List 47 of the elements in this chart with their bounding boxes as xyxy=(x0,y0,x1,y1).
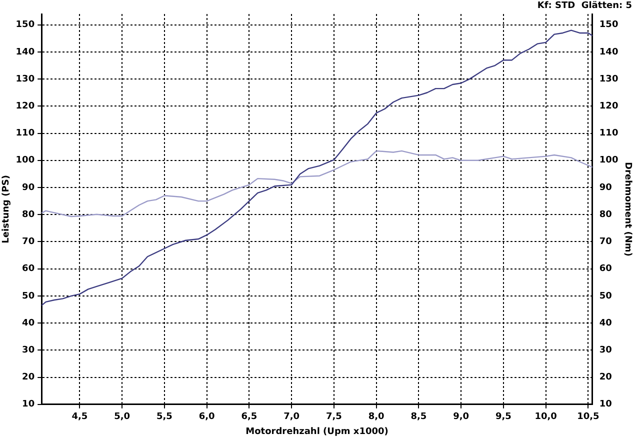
y2-tick-label: 140 xyxy=(599,47,618,58)
y-tick-label: 60 xyxy=(22,264,35,274)
x-tick-label: 9,5 xyxy=(495,412,512,422)
y2-tick-label: 120 xyxy=(599,102,618,112)
x-tick-label: 8,5 xyxy=(410,412,427,422)
x-tick-label: 7,5 xyxy=(326,412,342,422)
y2-tick-label: 80 xyxy=(599,210,612,220)
y-tick-label: 30 xyxy=(22,346,35,356)
x-axis-title: Motordrehzahl (Upm x1000) xyxy=(246,426,388,437)
y-axis-title: Leistung (PS) xyxy=(2,175,12,244)
y2-tick-label: 110 xyxy=(599,128,618,139)
y2-tick-label: 70 xyxy=(599,237,612,248)
x-tick-label: 9,0 xyxy=(453,412,470,422)
y2-tick-label: 130 xyxy=(599,74,618,84)
y2-axis-title: Drehmoment (Nm) xyxy=(622,162,632,256)
y2-tick-label: 150 xyxy=(599,20,618,30)
y-tick-label: 150 xyxy=(16,20,35,30)
x-tick-label: 5,5 xyxy=(156,412,172,422)
y-tick-label: 80 xyxy=(22,210,35,220)
y-tick-label: 130 xyxy=(16,74,35,84)
y-tick-label: 50 xyxy=(22,291,35,302)
x-tick-label: 6,5 xyxy=(241,412,258,422)
y2-tick-label: 100 xyxy=(599,156,618,166)
x-tick-label: 10,5 xyxy=(577,412,600,422)
y2-tick-label: 60 xyxy=(599,264,612,274)
y-tick-label: 70 xyxy=(22,237,35,248)
y2-tick-label: 90 xyxy=(599,182,612,193)
x-tick-label: 8,0 xyxy=(368,412,384,422)
y-tick-label: 110 xyxy=(16,128,35,139)
y-tick-label: 140 xyxy=(16,47,35,58)
x-tick-label: 10,0 xyxy=(534,412,557,422)
y2-tick-label: 50 xyxy=(599,291,612,302)
y-tick-label: 20 xyxy=(22,372,35,383)
x-tick-label: 5,0 xyxy=(114,412,130,422)
y-tick-label: 90 xyxy=(22,182,35,193)
y-tick-label: 10 xyxy=(22,400,35,410)
x-tick-label: 4,5 xyxy=(72,412,88,422)
x-tick-label: 7,0 xyxy=(284,412,300,422)
y-tick-label: 120 xyxy=(16,102,35,112)
y-tick-label: 100 xyxy=(16,156,35,166)
y2-tick-label: 30 xyxy=(599,346,612,356)
y-tick-label: 40 xyxy=(22,318,35,328)
y2-tick-label: 20 xyxy=(599,372,612,383)
y2-tick-label: 10 xyxy=(599,400,612,410)
x-tick-label: 6,0 xyxy=(198,412,215,422)
text: Kf: STD Glätten: 5 xyxy=(537,1,632,11)
y2-tick-label: 40 xyxy=(599,318,612,328)
